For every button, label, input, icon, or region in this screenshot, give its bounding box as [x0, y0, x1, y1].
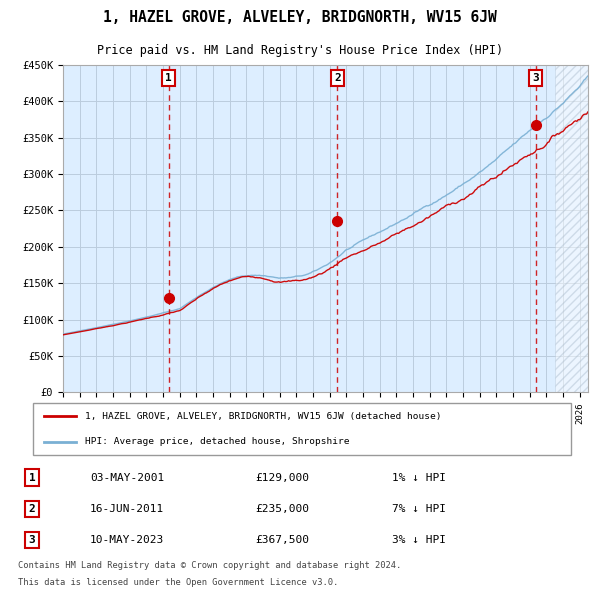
Text: 1, HAZEL GROVE, ALVELEY, BRIDGNORTH, WV15 6JW: 1, HAZEL GROVE, ALVELEY, BRIDGNORTH, WV1… — [103, 10, 497, 25]
Text: 1, HAZEL GROVE, ALVELEY, BRIDGNORTH, WV15 6JW (detached house): 1, HAZEL GROVE, ALVELEY, BRIDGNORTH, WV1… — [85, 412, 441, 421]
Text: 1: 1 — [29, 473, 35, 483]
Text: £367,500: £367,500 — [256, 535, 310, 545]
Text: Price paid vs. HM Land Registry's House Price Index (HPI): Price paid vs. HM Land Registry's House … — [97, 44, 503, 57]
Text: 16-JUN-2011: 16-JUN-2011 — [90, 504, 164, 514]
FancyBboxPatch shape — [33, 404, 571, 455]
Text: 10-MAY-2023: 10-MAY-2023 — [90, 535, 164, 545]
Text: 7% ↓ HPI: 7% ↓ HPI — [392, 504, 446, 514]
Text: £129,000: £129,000 — [256, 473, 310, 483]
Text: 3% ↓ HPI: 3% ↓ HPI — [392, 535, 446, 545]
Text: 3: 3 — [29, 535, 35, 545]
Text: HPI: Average price, detached house, Shropshire: HPI: Average price, detached house, Shro… — [85, 437, 349, 446]
Text: 3: 3 — [532, 73, 539, 83]
Text: 2: 2 — [29, 504, 35, 514]
Text: This data is licensed under the Open Government Licence v3.0.: This data is licensed under the Open Gov… — [18, 578, 338, 587]
Bar — [554, 65, 590, 392]
Text: 03-MAY-2001: 03-MAY-2001 — [90, 473, 164, 483]
Text: Contains HM Land Registry data © Crown copyright and database right 2024.: Contains HM Land Registry data © Crown c… — [18, 561, 401, 570]
Text: £235,000: £235,000 — [256, 504, 310, 514]
Text: 1: 1 — [165, 73, 172, 83]
Text: 1% ↓ HPI: 1% ↓ HPI — [392, 473, 446, 483]
Text: 2: 2 — [334, 73, 341, 83]
